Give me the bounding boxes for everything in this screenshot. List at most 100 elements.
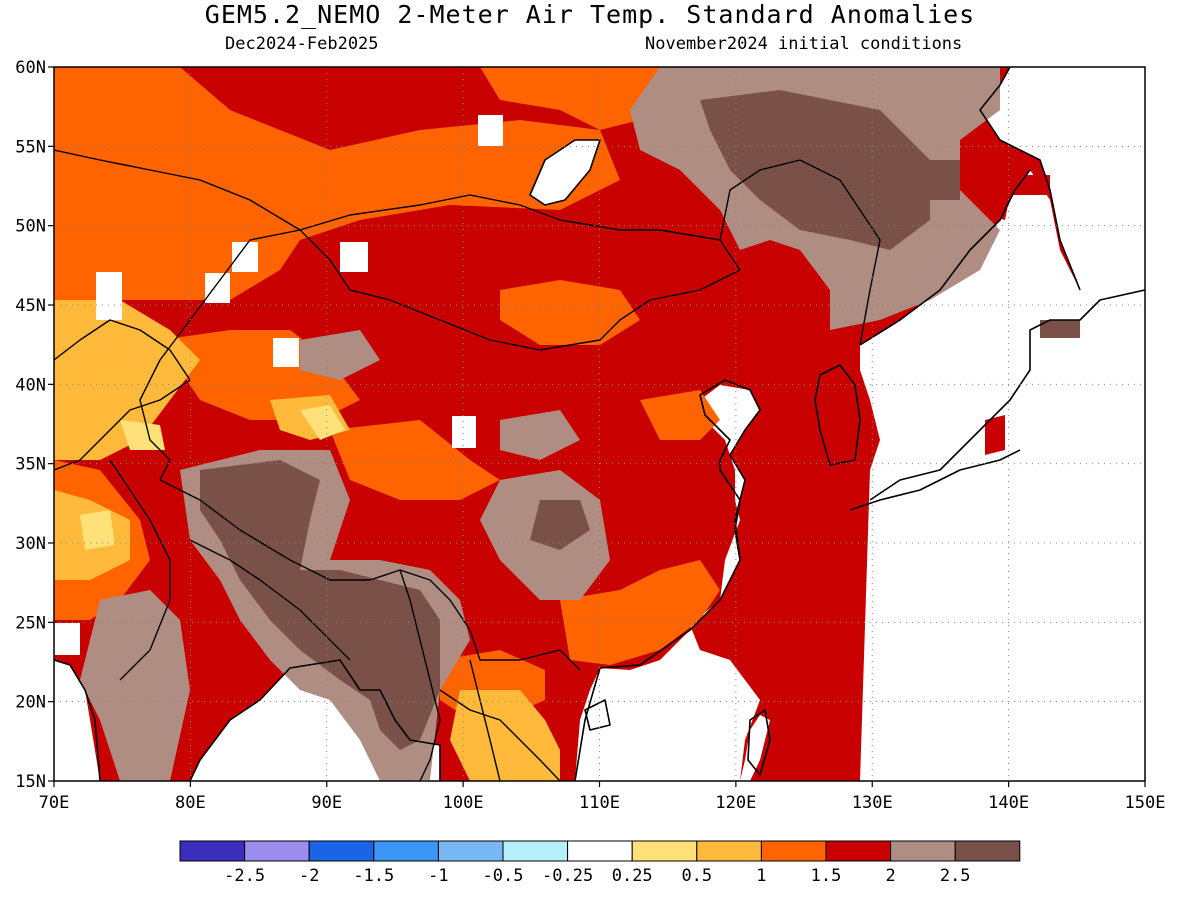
colorbar-label: 0.5: [681, 866, 712, 886]
lon-tick-label: 90E: [311, 793, 342, 813]
band-orange-mongolia: [500, 280, 640, 345]
himalaya-border: [159, 479, 581, 671]
colorbar-label: -0.25: [542, 866, 593, 886]
colorbar-swatch: [567, 840, 633, 862]
colorbar-swatch: [890, 840, 956, 862]
coastlines: [54, 67, 1145, 781]
lake-mask-4: [273, 338, 299, 367]
band-taupe-mongolia-west: [300, 330, 380, 380]
band-orange-north: [480, 67, 660, 130]
colorbar-swatch: [954, 840, 1021, 862]
mongolia-border: [299, 194, 741, 351]
colorbar-swatch: [308, 840, 375, 862]
lake-mask-3: [452, 416, 476, 448]
initial-conditions: November2024 initial conditions: [645, 34, 963, 54]
colorbar-label: 1: [756, 866, 766, 886]
colorbar-swatch: [760, 840, 827, 862]
colorbar-swatch: [502, 840, 569, 862]
kazakh-border: [54, 149, 301, 231]
colorbar-swatch: [244, 840, 310, 862]
lake-mask-2: [340, 242, 368, 272]
lake-mask-5: [478, 115, 503, 146]
band-red-korea: [830, 395, 860, 460]
band-orange-tibet-north: [330, 420, 500, 500]
lat-tick-label: 35N: [15, 455, 46, 475]
india-pakistan-border: [109, 459, 171, 681]
band-orange-southeast: [560, 560, 720, 665]
colorbar-label: -0.5: [483, 866, 524, 886]
colorbar-swatch: [373, 840, 439, 862]
lat-tick-label: 45N: [15, 296, 46, 316]
band-brown-manchuria: [700, 90, 930, 250]
lat-tick-label: 20N: [15, 693, 46, 713]
lon-tick-label: 140E: [988, 793, 1029, 813]
band-taupe-india: [80, 590, 190, 781]
band-yellow-pamir: [120, 420, 165, 450]
band-brown-okhotsk-coast: [930, 160, 960, 200]
colorbar-swatch: [437, 840, 504, 862]
ocean-okhotsk: [980, 67, 1145, 300]
lon-tick-label: 100E: [443, 793, 484, 813]
band-taupe-ganshu: [500, 410, 580, 460]
band-brown-sakhalin: [1040, 320, 1080, 338]
anomaly-field: [54, 67, 1145, 781]
colorbar-swatch: [696, 840, 762, 862]
lake-mask-7: [54, 623, 80, 655]
colorbar-label: 2: [885, 866, 895, 886]
lake-balkhash-mask: [96, 272, 122, 320]
latitude-axis: 15N 20N 25N 30N 35N 40N 45N 50N 55N 60N: [15, 58, 54, 792]
lon-tick-label: 150E: [1125, 793, 1166, 813]
colorbar: -2.5 -2 -1.5 -1 -0.5 -0.25 0.25 0.5 1 1.5 2 2.5: [179, 840, 1021, 886]
china-north-border: [719, 159, 881, 346]
lat-tick-label: 55N: [15, 137, 46, 157]
lon-tick-label: 110E: [579, 793, 620, 813]
lat-tick-label: 60N: [15, 58, 46, 78]
colorbar-label: -2: [299, 866, 319, 886]
band-yellow-tarim: [300, 405, 345, 440]
lake-baikal-mask: [530, 140, 600, 205]
lat-tick-label: 30N: [15, 534, 46, 554]
colorbar-label: -2.5: [224, 866, 265, 886]
baikal-outline: [529, 139, 601, 206]
lat-tick-label: 15N: [15, 772, 46, 792]
band-lightorange-kazakh: [54, 300, 200, 460]
country-borders: [54, 149, 881, 781]
colorbar-label: -1: [428, 866, 448, 886]
ocean-arabian-sea: [54, 660, 100, 781]
colorbar-label: 0.25: [612, 866, 653, 886]
japan-south-coastline: [849, 449, 1021, 511]
east-asia-coastline: [574, 379, 761, 781]
lon-tick-label: 130E: [852, 793, 893, 813]
colorbar-label: -1.5: [353, 866, 394, 886]
korea-coastline: [814, 364, 861, 466]
band-red-sakhalin-north: [985, 175, 1050, 220]
grid-lines: [54, 67, 1145, 781]
map-title: GEM5.2_NEMO 2-Meter Air Temp. Standard A…: [204, 0, 976, 29]
bengal-coastline: [189, 659, 441, 781]
okhotsk-coastline: [979, 67, 1081, 291]
hainan-coastline: [584, 699, 611, 731]
china-west-border: [139, 229, 301, 481]
taiwan-coastline: [747, 709, 771, 776]
lon-tick-label: 70E: [39, 793, 70, 813]
band-brown-sichuan: [530, 500, 590, 550]
colorbar-swatch: [179, 840, 246, 862]
lake-mask-8: [205, 273, 230, 303]
lon-tick-label: 80E: [175, 793, 206, 813]
lake-mask-6: [232, 242, 258, 272]
east-sea-coastline: [859, 169, 1031, 346]
band-yellow-punjab: [80, 510, 115, 550]
lat-tick-label: 40N: [15, 375, 46, 395]
india-north-border: [189, 539, 351, 661]
myanmar-border: [399, 569, 441, 781]
indochina-borders: [439, 659, 561, 781]
colorbar-label: 2.5: [940, 866, 971, 886]
forecast-period: Dec2024-Feb2025: [225, 34, 379, 54]
band-red-japan: [985, 415, 1005, 455]
band-orange-east-china: [640, 390, 720, 440]
india-coastline: [54, 659, 101, 781]
colorbar-swatch: [631, 840, 698, 862]
lon-tick-label: 120E: [715, 793, 756, 813]
lat-tick-label: 25N: [15, 613, 46, 633]
